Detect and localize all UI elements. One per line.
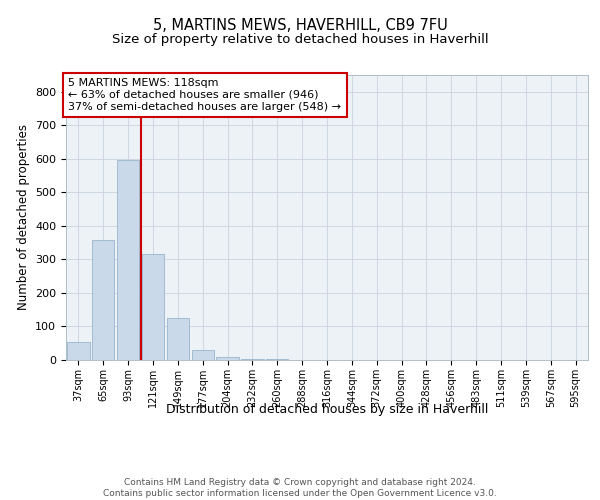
Bar xyxy=(241,358,263,360)
Bar xyxy=(117,160,139,360)
Y-axis label: Number of detached properties: Number of detached properties xyxy=(17,124,29,310)
Text: 5 MARTINS MEWS: 118sqm
← 63% of detached houses are smaller (946)
37% of semi-de: 5 MARTINS MEWS: 118sqm ← 63% of detached… xyxy=(68,78,341,112)
Bar xyxy=(92,240,115,360)
Text: Distribution of detached houses by size in Haverhill: Distribution of detached houses by size … xyxy=(166,402,488,415)
Bar xyxy=(67,342,89,360)
Text: Contains HM Land Registry data © Crown copyright and database right 2024.
Contai: Contains HM Land Registry data © Crown c… xyxy=(103,478,497,498)
Bar xyxy=(217,358,239,360)
Text: 5, MARTINS MEWS, HAVERHILL, CB9 7FU: 5, MARTINS MEWS, HAVERHILL, CB9 7FU xyxy=(152,18,448,32)
Bar xyxy=(167,318,189,360)
Bar xyxy=(191,350,214,360)
Bar xyxy=(142,254,164,360)
Text: Size of property relative to detached houses in Haverhill: Size of property relative to detached ho… xyxy=(112,32,488,46)
